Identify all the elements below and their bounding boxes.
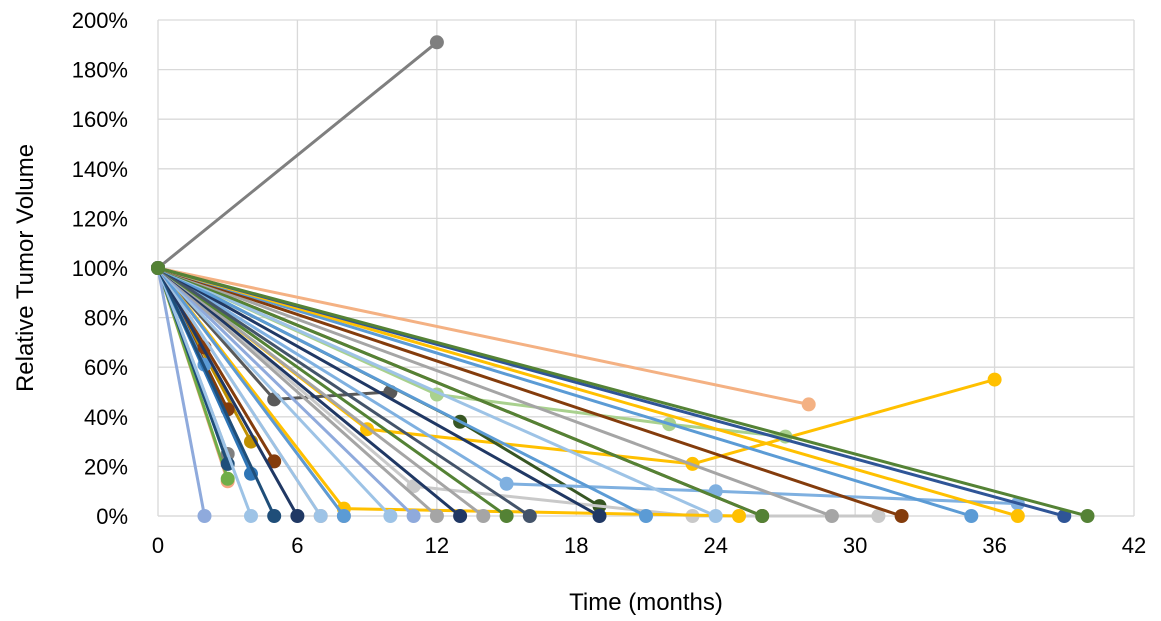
x-axis-title: Time (months) <box>569 589 723 616</box>
series-line <box>156 266 392 518</box>
data-point <box>732 509 746 523</box>
data-series <box>151 35 1095 523</box>
series-line <box>156 266 439 518</box>
series-line <box>156 266 346 518</box>
data-point <box>894 509 909 523</box>
data-point <box>1057 509 1072 523</box>
data-point <box>290 509 305 523</box>
data-point <box>708 509 723 523</box>
data-point <box>1080 509 1095 523</box>
gridlines <box>157 19 1135 517</box>
series-line <box>156 266 764 518</box>
data-point <box>406 509 421 523</box>
y-tick-label: 80% <box>84 306 128 331</box>
y-axis-title: Relative Tumor Volume <box>12 144 39 392</box>
series-line <box>156 266 299 518</box>
data-point <box>755 509 770 523</box>
series-line <box>156 40 439 270</box>
y-tick-label: 140% <box>72 157 128 182</box>
y-tick-label: 200% <box>72 8 128 33</box>
x-tick-label: 6 <box>291 533 303 558</box>
data-point <box>220 471 235 486</box>
series-line <box>156 266 276 518</box>
series-line <box>156 266 206 518</box>
series-line <box>156 266 601 518</box>
data-point <box>151 261 165 275</box>
series-line <box>156 266 462 518</box>
y-tick-label: 120% <box>72 206 128 231</box>
data-point <box>639 509 653 523</box>
data-point <box>197 509 212 523</box>
series-line <box>156 266 532 518</box>
data-point <box>1010 509 1025 523</box>
series-line <box>156 266 973 518</box>
data-point <box>336 509 351 523</box>
series-line <box>156 266 323 518</box>
series-line <box>156 266 253 518</box>
data-point <box>987 372 1002 387</box>
data-point <box>453 509 468 523</box>
series-line <box>156 266 880 518</box>
data-point <box>499 509 514 523</box>
data-point <box>964 509 979 523</box>
series-line <box>156 266 811 406</box>
series-line <box>156 266 718 518</box>
data-point <box>801 397 816 412</box>
y-tick-label: 160% <box>72 107 128 132</box>
data-point <box>267 509 282 523</box>
x-tick-label: 30 <box>843 533 867 558</box>
series-line <box>156 266 834 518</box>
series-line <box>156 266 485 518</box>
x-tick-label: 24 <box>703 533 727 558</box>
data-point <box>522 509 537 523</box>
series <box>151 261 1072 523</box>
data-point <box>267 454 282 469</box>
series-line <box>156 266 1089 518</box>
data-point <box>476 509 491 523</box>
data-point <box>871 509 886 523</box>
data-point <box>592 509 607 523</box>
series-line <box>156 266 648 518</box>
series-line <box>156 266 1020 518</box>
y-tick-label: 180% <box>72 58 128 83</box>
data-point <box>429 35 444 50</box>
y-tick-label: 0% <box>96 504 128 529</box>
series-line <box>156 266 416 518</box>
data-point <box>406 479 421 494</box>
data-point <box>244 509 258 523</box>
y-tick-label: 40% <box>84 405 128 430</box>
data-point <box>383 509 398 523</box>
x-tick-label: 42 <box>1122 533 1146 558</box>
y-tick-label: 20% <box>84 454 128 479</box>
data-point <box>429 509 444 523</box>
data-point <box>824 509 839 523</box>
data-point <box>499 476 514 491</box>
x-tick-label: 0 <box>152 533 164 558</box>
x-tick-label: 36 <box>982 533 1006 558</box>
y-tick-label: 60% <box>84 355 128 380</box>
x-tick-label: 12 <box>425 533 449 558</box>
series-line <box>156 266 904 518</box>
data-point <box>313 509 328 523</box>
series <box>151 261 1095 523</box>
series <box>151 261 537 523</box>
tick-labels: 0% 20% 40% 60% 80% 100% 120% 140% 160% 180% 200% 0 6… <box>72 8 1147 558</box>
series-line <box>156 266 509 518</box>
y-tick-label: 100% <box>72 256 128 281</box>
series-line <box>156 266 1020 506</box>
x-tick-label: 18 <box>564 533 588 558</box>
